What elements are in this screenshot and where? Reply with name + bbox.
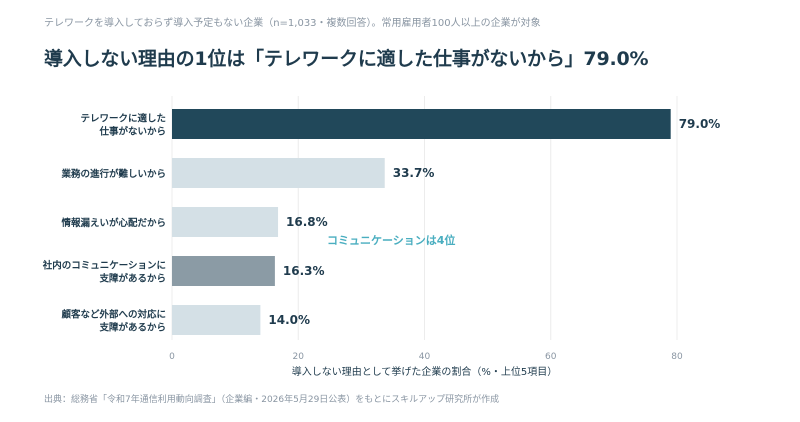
value-label-0: 79.0% — [679, 117, 721, 131]
bar-1 — [172, 158, 385, 188]
chart-subtitle: テレワークを導入しておらず導入予定もない企業（n=1,033・複数回答）。常用雇… — [44, 18, 541, 29]
category-label-0-line-0: テレワークに適した — [80, 113, 166, 125]
category-label-4-line-0: 顧客など外部への対応に — [61, 309, 166, 321]
category-label-2: 情報漏えいが心配だから — [60, 217, 166, 229]
category-label-3-line-0: 社内のコミュニケーションに — [42, 260, 166, 272]
value-label-3: 16.3% — [283, 264, 325, 278]
x-axis-label: 導入しない理由として挙げた企業の割合（%・上位5項目） — [292, 365, 558, 378]
bar-2 — [172, 207, 279, 237]
value-label-2: 16.8% — [286, 215, 328, 229]
x-tick-label-0: 0 — [169, 352, 175, 362]
category-label-4-line-1: 支障があるから — [98, 322, 166, 334]
category-label-1: 業務の進行が難しいから — [60, 168, 166, 180]
x-tick-label-4: 80 — [671, 352, 683, 362]
category-label-0-line-1: 仕事がないから — [98, 126, 166, 138]
value-label-1: 33.7% — [393, 166, 435, 180]
bar-0 — [172, 109, 671, 139]
bar-3 — [172, 256, 275, 286]
x-tick-label-2: 40 — [419, 352, 431, 362]
annotation-label: コミュニケーションは4位 — [327, 233, 455, 247]
chart-title: 導入しない理由の1位は「テレワークに適した仕事がないから」79.0% — [44, 48, 649, 70]
value-label-4: 14.0% — [268, 313, 310, 327]
x-tick-label-3: 60 — [545, 352, 557, 362]
category-label-3-line-1: 支障があるから — [98, 273, 166, 285]
x-tick-label-1: 20 — [293, 352, 305, 362]
source-note: 出典：総務省「令和7年通信利用動向調査」（企業編・2026年5月29日公表）をも… — [44, 395, 500, 405]
bar-4 — [172, 305, 261, 335]
